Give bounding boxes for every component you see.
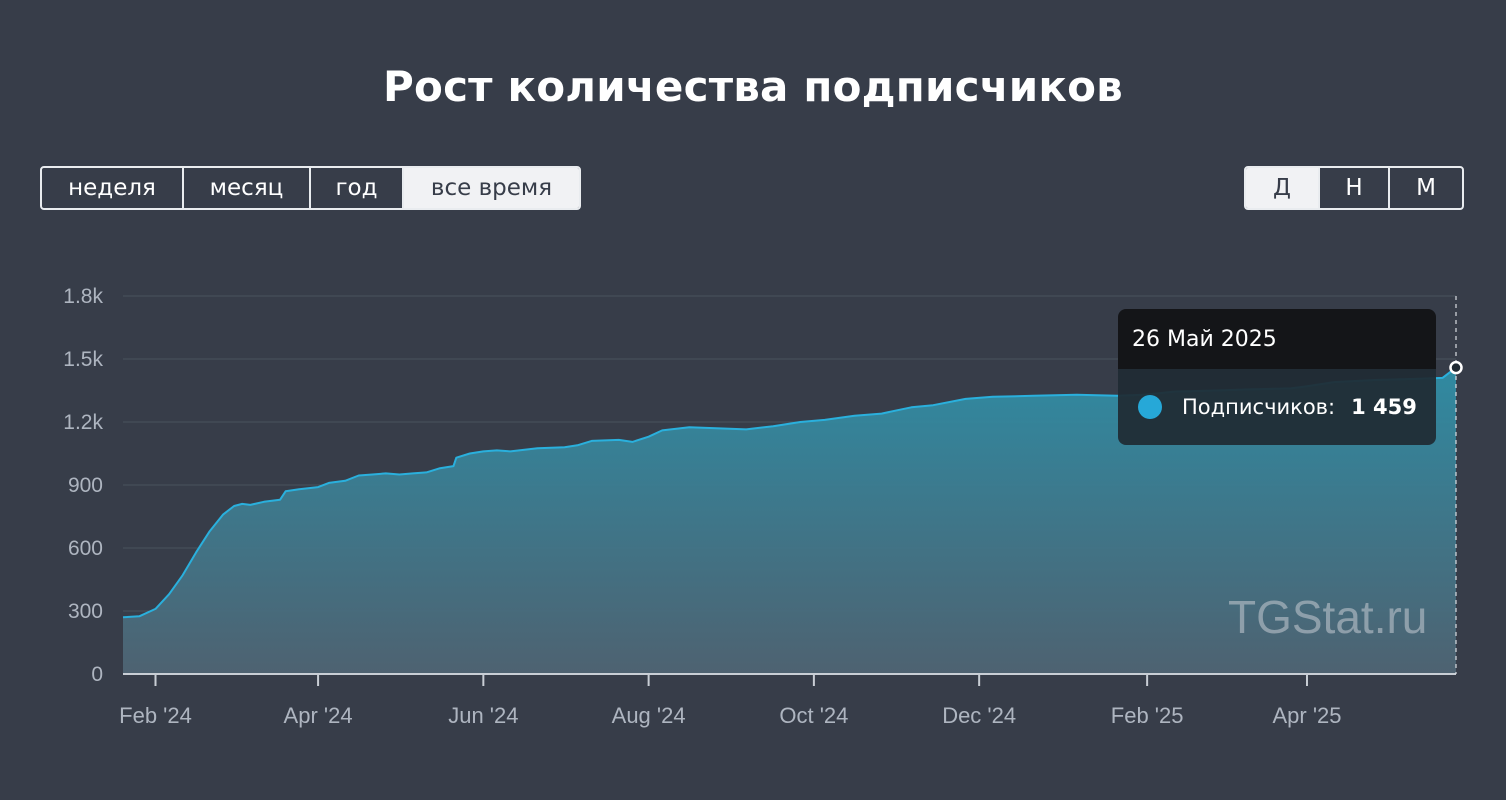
hover-indicator <box>1449 296 1463 674</box>
y-axis: 0 300 600 900 1.2k 1.5k 1.8k <box>63 285 103 686</box>
highlight-point <box>1449 360 1463 375</box>
y-tick-label: 600 <box>68 537 103 560</box>
y-tick-label: 900 <box>68 474 103 497</box>
x-tick-label: Feb '24 <box>119 703 192 728</box>
page-title: Рост количества подписчиков <box>383 62 1123 111</box>
period-month-button[interactable]: месяц <box>184 168 311 208</box>
tooltip-value: 1 459 <box>1351 395 1417 419</box>
y-tick-label: 1.8k <box>63 285 103 308</box>
period-year-button[interactable]: год <box>311 168 404 208</box>
period-selector: неделя месяц год все время <box>40 166 581 210</box>
granularity-week-button[interactable]: Н <box>1320 168 1390 208</box>
x-tick-label: Dec '24 <box>942 703 1016 728</box>
x-tick-label: Feb '25 <box>1111 703 1184 728</box>
y-tick-label: 1.5k <box>63 348 103 371</box>
chart-tooltip: 26 Май 2025 Подписчиков: 1 459 <box>1118 309 1436 445</box>
y-tick-label: 1.2k <box>63 411 103 434</box>
series-color-dot-icon <box>1138 395 1162 419</box>
x-tick-label: Jun '24 <box>448 703 518 728</box>
granularity-day-button[interactable]: Д <box>1246 168 1320 208</box>
x-tick-label: Apr '24 <box>284 703 353 728</box>
watermark: TGStat.ru <box>1228 591 1427 643</box>
granularity-month-button[interactable]: М <box>1416 175 1436 201</box>
granularity-selector: Д Н М <box>1244 166 1464 210</box>
x-axis: Feb '24 Apr '24 Jun '24 Aug '24 Oct '24 Dec '… <box>119 673 1456 728</box>
period-week-button[interactable]: неделя <box>42 168 184 208</box>
x-tick-label: Aug '24 <box>612 703 686 728</box>
tooltip-date: 26 Май 2025 <box>1118 309 1436 369</box>
x-tick-label: Apr '25 <box>1272 703 1341 728</box>
y-tick-label: 300 <box>68 600 103 623</box>
period-all-time-button[interactable]: все время <box>404 168 579 208</box>
x-tick-label: Oct '24 <box>779 703 848 728</box>
y-tick-label: 0 <box>91 663 103 686</box>
tooltip-series-label: Подписчиков: <box>1182 395 1336 419</box>
tooltip-body: Подписчиков: 1 459 <box>1118 369 1436 445</box>
